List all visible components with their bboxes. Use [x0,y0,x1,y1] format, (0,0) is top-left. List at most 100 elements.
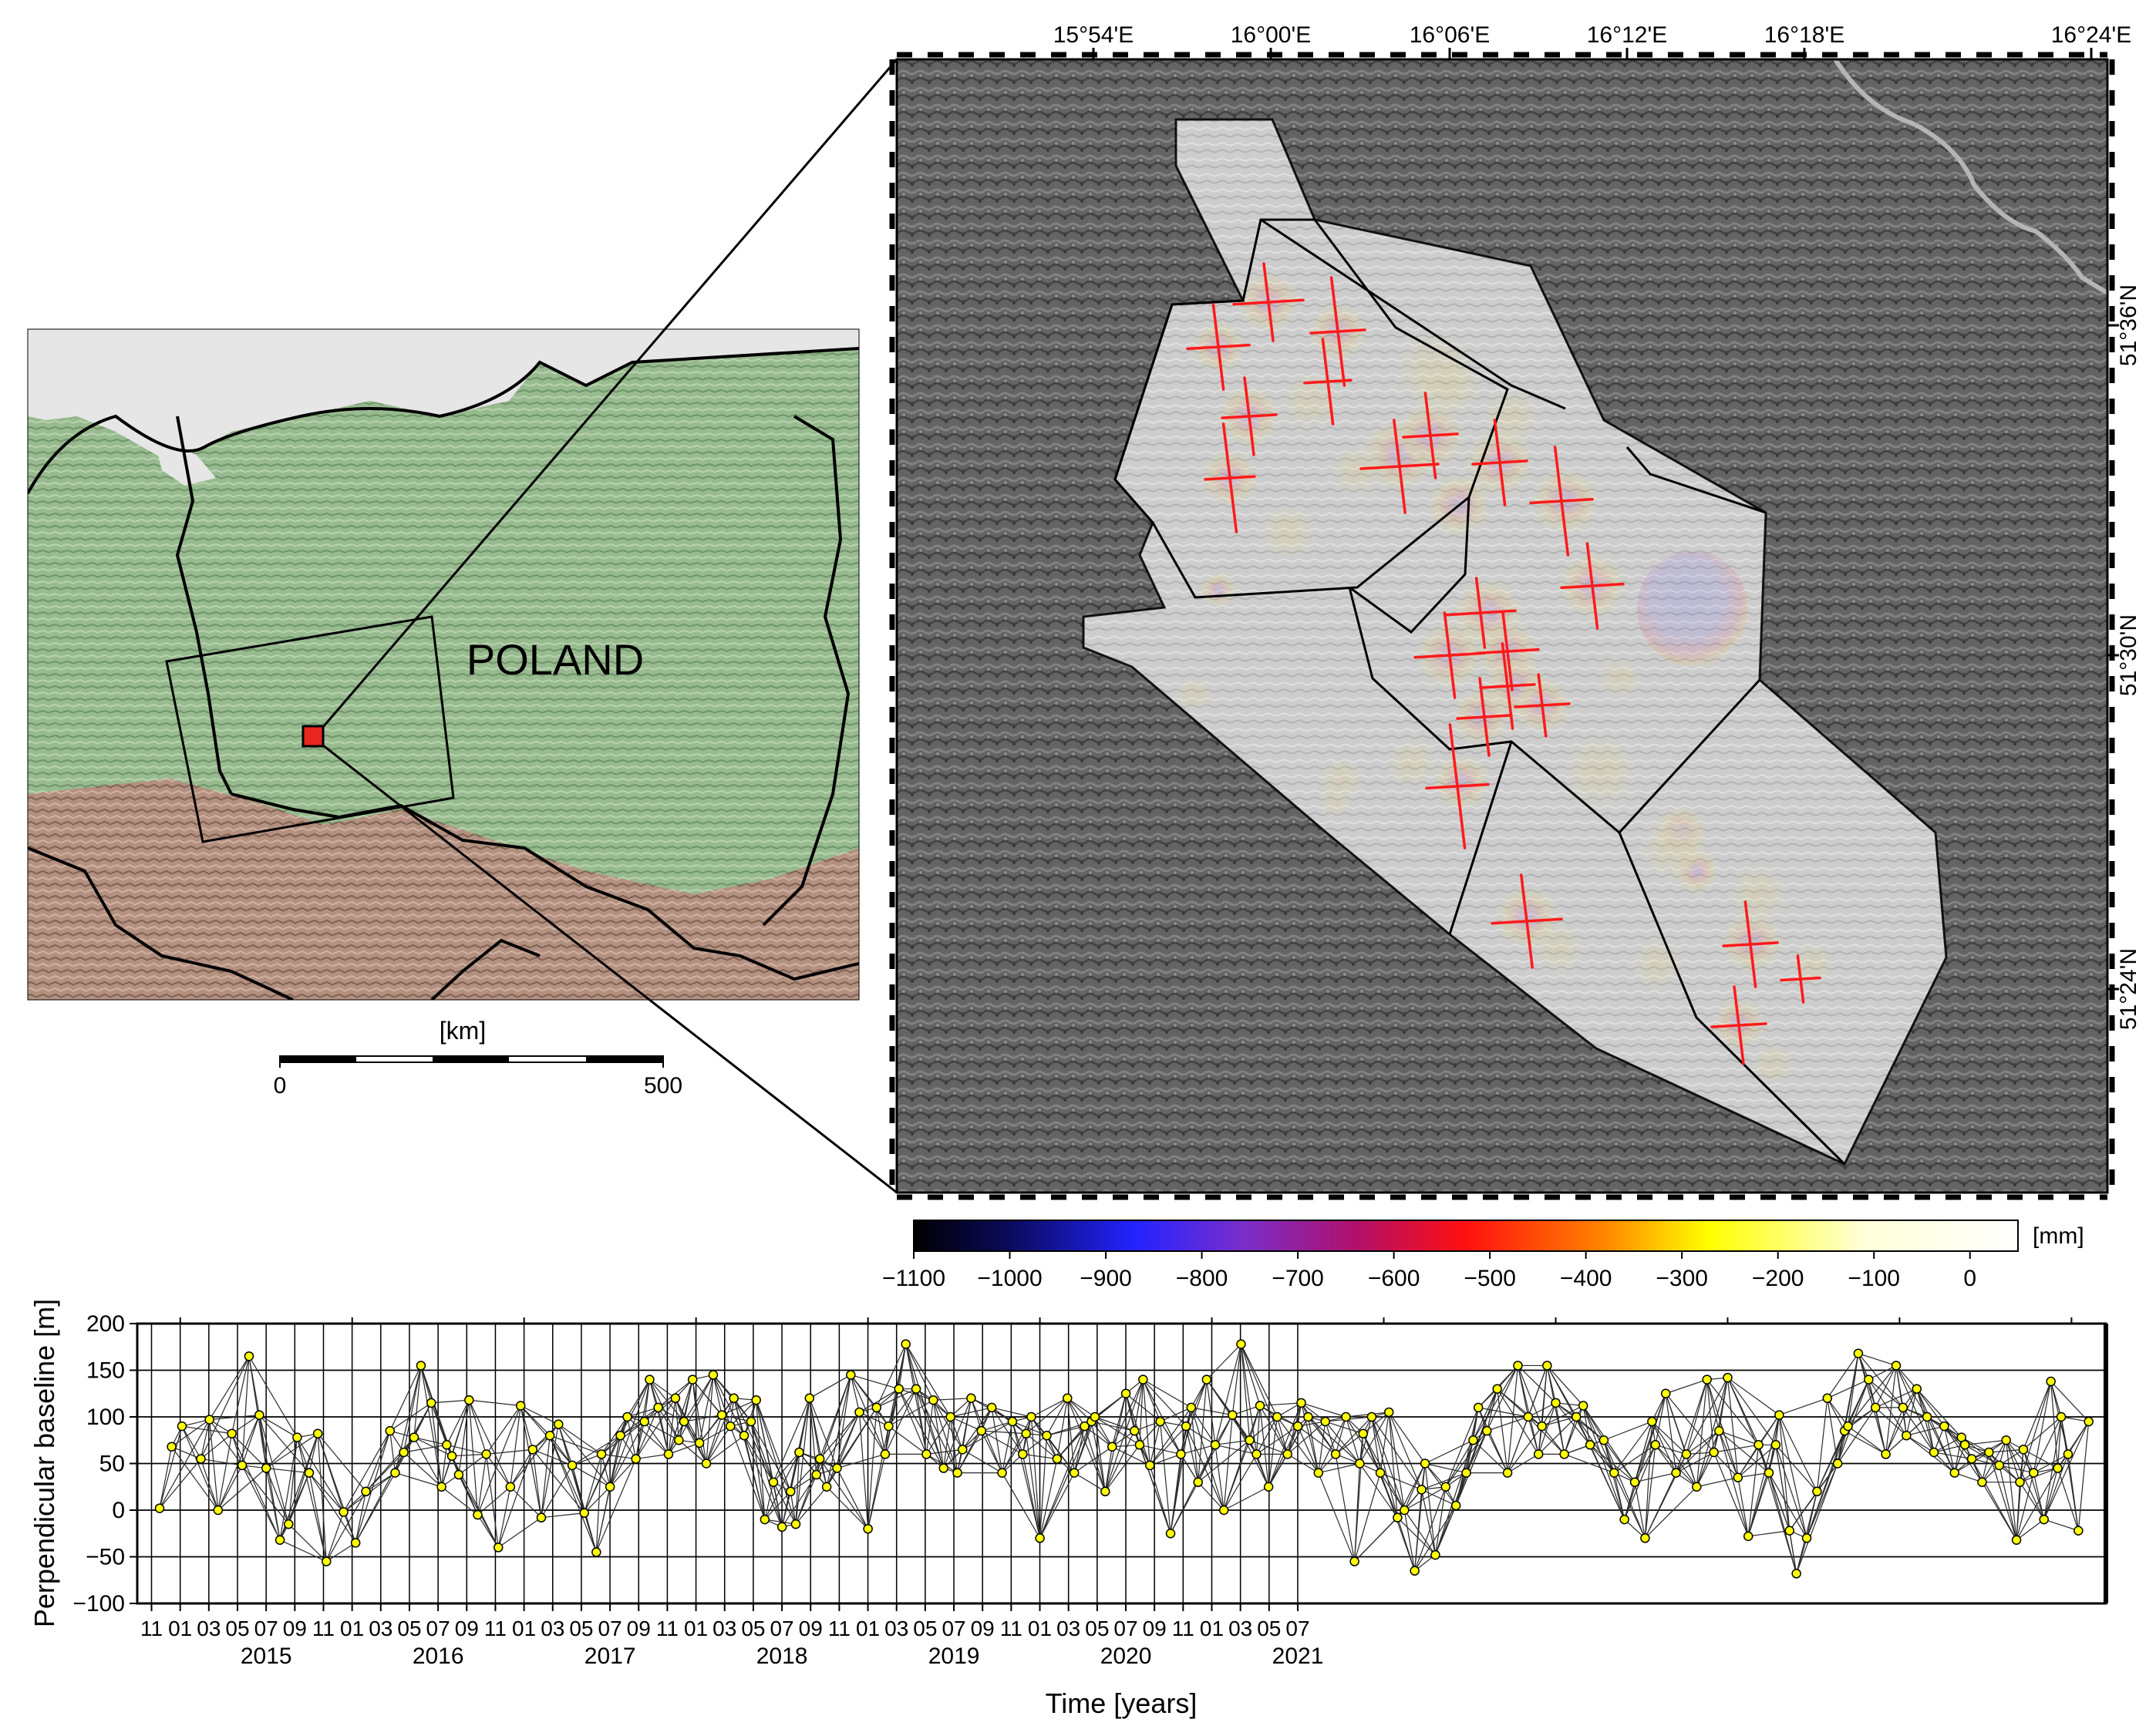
acquisition-point [639,1416,650,1427]
x-year-label: 2019 [928,1644,980,1669]
acquisition-point [1870,1402,1881,1413]
acquisition-point [1492,1384,1502,1394]
acquisition-point [1313,1468,1324,1478]
x-year-label: 2015 [241,1644,292,1669]
acquisition-point [2015,1477,2025,1487]
acquisition-point [725,1421,736,1432]
lon-label: 16°00'E [1231,22,1311,48]
acquisition-point [1134,1440,1145,1450]
scale-bar [279,1055,664,1068]
acquisition-point [1523,1411,1534,1422]
acquisition-point [591,1547,601,1557]
acquisition-point [760,1514,770,1525]
acquisition-point [1383,1407,1394,1418]
acquisition-point [1400,1505,1410,1516]
acquisition-point [1791,1569,1801,1579]
acquisition-point [254,1410,264,1420]
deformation-crosses [1186,262,1821,1065]
acquisition-point [154,1503,165,1513]
acquisition-point [1723,1372,1733,1383]
acquisition-point [1764,1468,1774,1478]
x-month-label: 01 [340,1617,364,1640]
acquisition-point [554,1419,564,1429]
acquisition-point [1138,1374,1148,1385]
acquisition-point [1107,1442,1117,1452]
main-map: 15°54'E 16°00'E 16°06'E 16°12'E 16°18'E … [889,22,2141,1200]
inset-map: POLAND [km] 0 500 [27,328,860,1099]
acquisition-point [1784,1526,1794,1536]
acquisition-point [1801,1533,1812,1543]
acquisition-point [1341,1411,1351,1422]
acquisition-point [1640,1533,1650,1543]
acquisition-point [1881,1449,1891,1459]
acquisition-point [1018,1449,1028,1459]
x-month-label: 09 [1143,1617,1167,1640]
acquisition-point [663,1449,674,1459]
x-month-label: 05 [913,1617,937,1640]
acquisition-point [1282,1449,1292,1459]
acquisition-point [901,1339,911,1349]
acquisition-point [1193,1477,1203,1487]
y-tick-label: 0 [112,1498,125,1523]
acquisition-point [204,1415,214,1425]
x-month-label: 05 [1257,1617,1281,1640]
x-year-label: 2017 [584,1644,636,1669]
x-month-label: 03 [884,1617,908,1640]
acquisition-point [804,1393,815,1404]
lon-label: 15°54'E [1053,22,1134,48]
colorbar-tick-label: −100 [1848,1266,1900,1291]
x-month-label: 07 [426,1617,450,1640]
acquisition-point [1228,1410,1238,1420]
acquisition-point [292,1432,302,1442]
acquisition-point [1035,1533,1045,1543]
colorbar-tick-label: −500 [1464,1266,1516,1291]
x-month-label: 07 [254,1617,278,1640]
acquisition-point [894,1384,905,1394]
acquisition-point [1021,1428,1032,1439]
acquisition-point [1210,1440,1221,1450]
river [1833,59,2107,295]
acquisition-point [1100,1486,1110,1497]
colorbar-tick-label: −400 [1560,1266,1612,1291]
main-map-frame [895,58,2109,1194]
acquisition-point [1949,1468,1960,1478]
acquisition-point [1551,1398,1561,1408]
acquisition-point [1186,1402,1197,1413]
acquisition-point [596,1449,607,1459]
acquisition-point [746,1416,756,1427]
acquisition-point [854,1407,864,1418]
x-month-label: 11 [828,1617,851,1640]
acquisition-point [2001,1435,2011,1445]
acquisition-point [1026,1411,1036,1422]
acquisition-point [167,1442,177,1452]
acquisition-point [645,1374,655,1385]
acquisition-point [966,1393,976,1404]
acquisition-point [1939,1421,1949,1432]
acquisition-point [1912,1384,1922,1394]
acquisition-point [986,1402,997,1413]
acquisition-point [1042,1430,1052,1441]
acquisition-point [679,1416,689,1427]
acquisition-point [2046,1376,2056,1387]
y-tick-label: −50 [86,1545,125,1570]
x-month-label: 07 [1113,1617,1137,1640]
acquisition-point [694,1438,705,1448]
lon-labels: 15°54'E 16°00'E 16°06'E 16°12'E 16°18'E … [1053,22,2131,48]
x-month-label: 09 [799,1617,823,1640]
lat-labels: 51°36'N 51°30'N 51°24'N [2116,284,2141,1030]
acquisition-point [1609,1468,1619,1478]
acquisition-point [1303,1411,1313,1422]
acquisition-point [2084,1416,2094,1427]
x-axis-label: Time [years] [1046,1687,1198,1719]
acquisition-point [811,1469,821,1480]
acquisition-point [1069,1468,1080,1478]
acquisition-point [312,1428,323,1439]
acquisition-point [1843,1421,1853,1432]
x-month-label: 01 [1200,1617,1224,1640]
acquisition-point [1585,1440,1595,1450]
acquisition-point [481,1449,491,1459]
acquisition-point [1898,1402,1908,1413]
x-month-label: 07 [598,1617,622,1640]
acquisition-point [1559,1449,1569,1459]
acquisition-point [261,1463,271,1473]
